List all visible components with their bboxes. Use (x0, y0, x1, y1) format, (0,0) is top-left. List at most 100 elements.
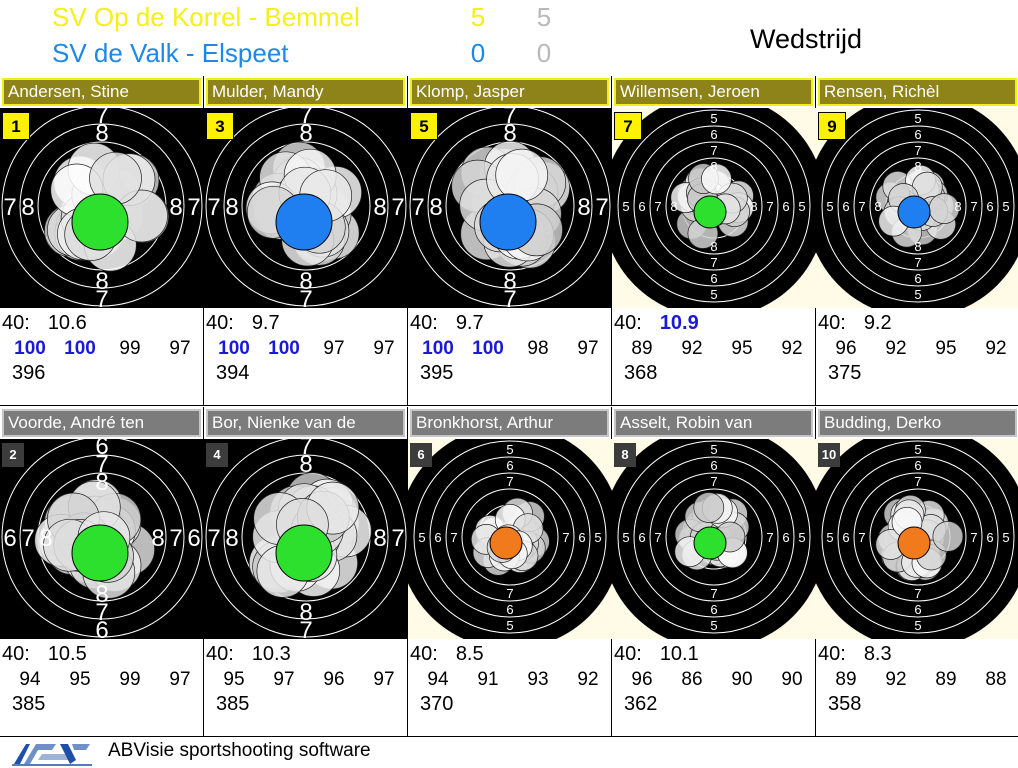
last-shot-value: 10.1 (659, 643, 699, 665)
svg-text:5: 5 (506, 442, 513, 457)
last-shot-marker (897, 526, 931, 560)
svg-text:5: 5 (506, 618, 513, 633)
team-score-header: SV Op de Korrel - Bemmel 5 5 SV de Valk … (0, 0, 1018, 76)
series-score: 92 (681, 338, 703, 359)
team-match-points: 0 (470, 37, 486, 68)
last-shot-line: 40: 10.5 (2, 643, 87, 666)
team-row-home: SV Op de Korrel - Bemmel 5 5 (52, 0, 574, 34)
svg-text:5: 5 (914, 442, 921, 457)
team-row-away: SV de Valk - Elspeet 0 0 (52, 36, 574, 70)
lane-number-badge: 2 (2, 443, 24, 467)
series-scores: 89 92 89 88 (816, 669, 1018, 693)
svg-text:7: 7 (450, 530, 457, 545)
last-shot-value: 9.2 (863, 312, 892, 334)
shot-count: 40: (2, 643, 30, 665)
svg-text:7: 7 (391, 194, 404, 221)
total-score: 370 (420, 693, 454, 715)
series-scores: 89 92 95 92 (612, 338, 816, 362)
last-shot-value: 8.3 (863, 643, 892, 665)
svg-text:7: 7 (858, 199, 865, 214)
series-score: 97 (373, 669, 395, 690)
svg-text:7: 7 (95, 108, 108, 129)
svg-text:6: 6 (638, 530, 645, 545)
svg-text:6: 6 (578, 530, 585, 545)
svg-text:7: 7 (710, 474, 717, 489)
svg-text:7: 7 (710, 586, 717, 601)
series-score: 100 (14, 338, 46, 359)
shot-count: 40: (818, 643, 846, 665)
series-score: 92 (885, 669, 907, 690)
series-score: 92 (885, 338, 907, 359)
series-score: 95 (223, 669, 245, 690)
series-scores: 100 100 99 97 (0, 338, 204, 362)
svg-text:7: 7 (858, 530, 865, 545)
last-shot-value: 8.5 (455, 643, 484, 665)
svg-text:8: 8 (299, 451, 312, 478)
svg-text:7: 7 (503, 108, 516, 129)
shooter-lane: Willemsen, Jeroen 5 5 5 5 6 6 6 6 7 7 7 7 8 8 8 8 7 40: 10.… (612, 76, 816, 406)
shooter-name: Budding, Derko (818, 409, 1017, 437)
series-score: 97 (169, 338, 191, 359)
lane-number-badge: 7 (614, 112, 642, 140)
shot-count: 40: (206, 312, 234, 334)
series-score: 100 (218, 338, 250, 359)
svg-text:5: 5 (826, 199, 833, 214)
series-score: 92 (985, 338, 1007, 359)
series-score: 97 (323, 338, 345, 359)
svg-text:7: 7 (95, 286, 108, 308)
series-score: 97 (169, 669, 191, 690)
svg-text:7: 7 (914, 143, 921, 158)
series-score: 100 (422, 338, 454, 359)
svg-text:7: 7 (503, 286, 516, 308)
series-scores: 100 100 97 97 (204, 338, 408, 362)
total-score: 375 (828, 362, 862, 384)
series-score: 90 (781, 669, 803, 690)
svg-text:7: 7 (299, 617, 312, 639)
series-score: 95 (935, 338, 957, 359)
svg-text:8: 8 (874, 199, 881, 214)
svg-text:8: 8 (151, 525, 164, 552)
svg-text:8: 8 (95, 120, 108, 147)
last-shot-line: 40: 9.7 (410, 312, 484, 335)
divider (0, 405, 1018, 406)
team-total-points: 0 (536, 37, 552, 68)
series-score: 98 (527, 338, 549, 359)
series-scores: 96 86 90 90 (612, 669, 816, 693)
shooter-name: Asselt, Robin van (614, 409, 813, 437)
last-shot-line: 40: 8.5 (410, 643, 484, 666)
shooter-lane: Voorde, André ten 6 6 6 6 7 7 7 7 8 8 8 8 2 40: 10.5 94 9… (0, 407, 204, 737)
svg-text:7: 7 (411, 194, 424, 221)
svg-text:8: 8 (95, 268, 108, 295)
total-score: 358 (828, 693, 862, 715)
shot-count: 40: (410, 312, 438, 334)
shooter-name: Mulder, Mandy (206, 78, 405, 106)
lane-number-badge: 8 (614, 443, 636, 467)
lane-number-badge: 4 (206, 443, 228, 467)
lane-number-badge: 5 (410, 112, 438, 140)
lane-number-badge: 3 (206, 112, 234, 140)
last-shot-value: 10.3 (251, 643, 291, 665)
svg-text:8: 8 (225, 525, 238, 552)
shot-count: 40: (410, 643, 438, 665)
last-shot-value: 9.7 (251, 312, 280, 334)
svg-text:8: 8 (39, 525, 52, 552)
svg-text:7: 7 (506, 586, 513, 601)
shooter-name: Voorde, André ten (2, 409, 201, 437)
shooter-name: Bronkhorst, Arthur (410, 409, 609, 437)
svg-text:5: 5 (1002, 199, 1009, 214)
svg-text:5: 5 (826, 530, 833, 545)
series-score: 97 (577, 338, 599, 359)
shot-count: 40: (818, 312, 846, 334)
svg-text:8: 8 (95, 581, 108, 608)
svg-text:5: 5 (710, 111, 717, 126)
total-score: 362 (624, 693, 658, 715)
svg-text:6: 6 (914, 271, 921, 286)
shot-count: 40: (206, 643, 234, 665)
svg-text:7: 7 (970, 199, 977, 214)
svg-text:7: 7 (970, 530, 977, 545)
